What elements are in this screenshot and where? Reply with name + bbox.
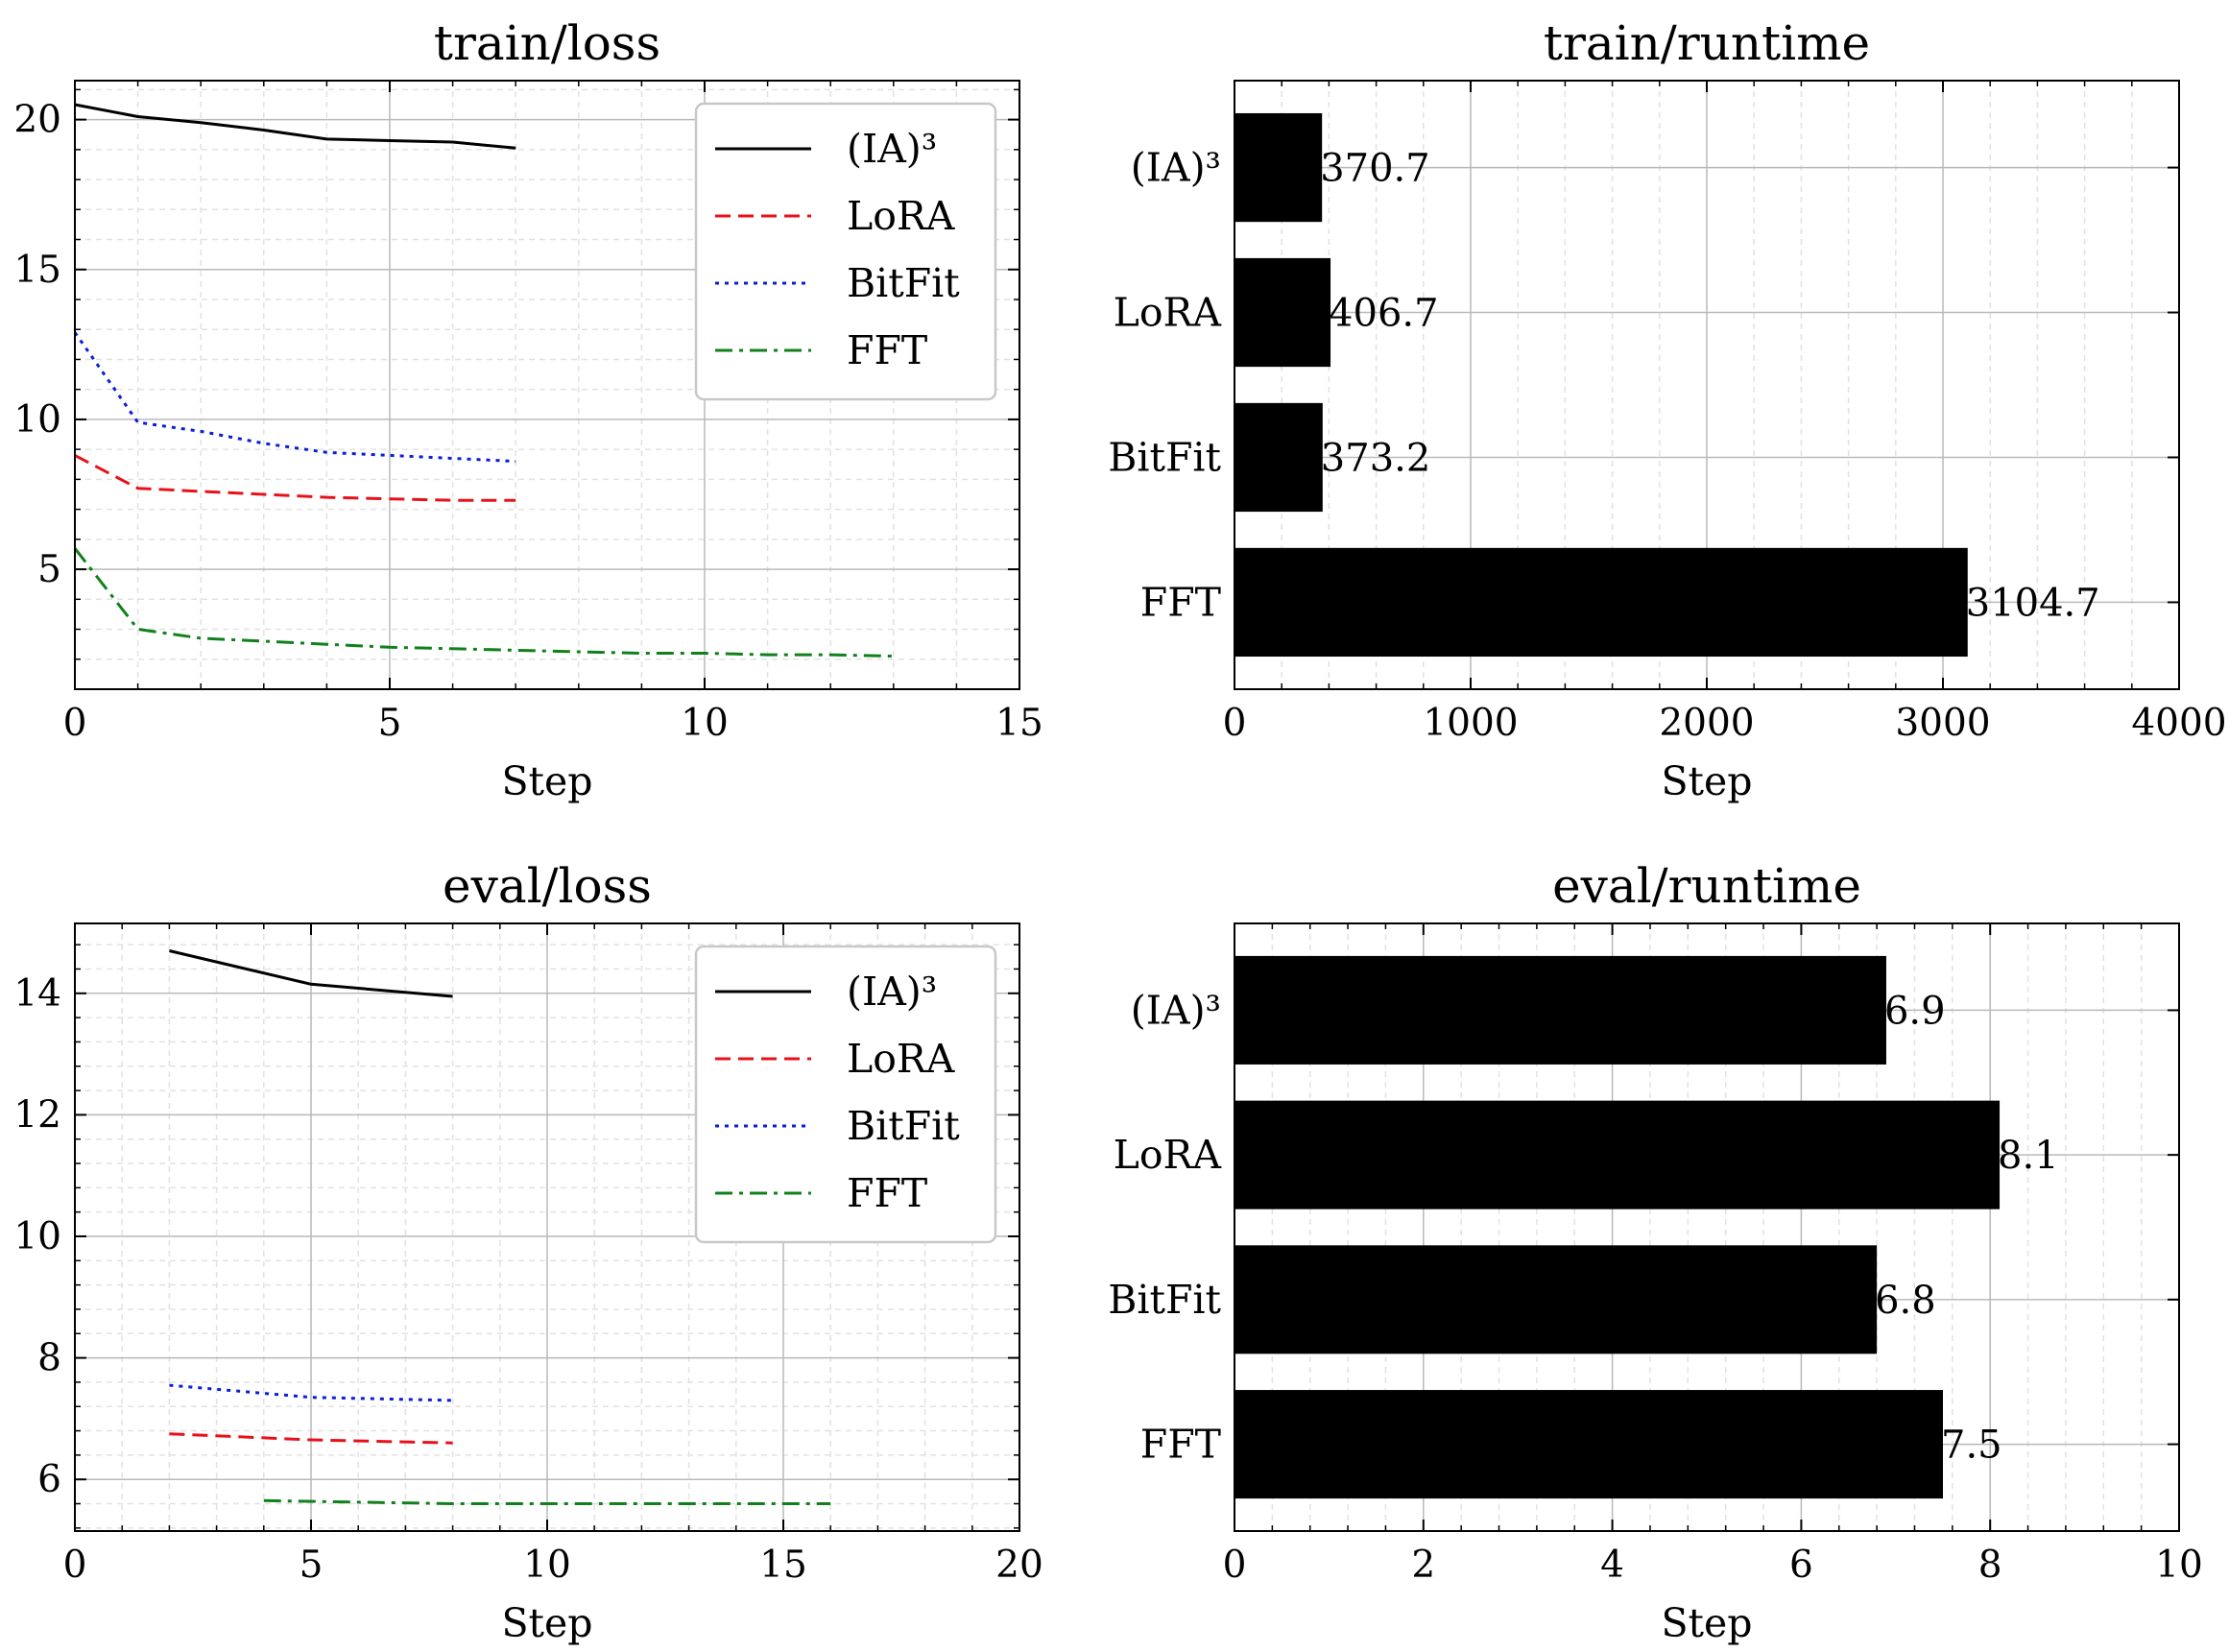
x-tick-label: 3000: [1895, 702, 1990, 745]
x-tick-label: 2: [1411, 1544, 1435, 1587]
y-tick-label: 8: [37, 1337, 61, 1380]
x-tick-label: 15: [759, 1544, 807, 1587]
y-category-label: FFT: [1140, 1422, 1221, 1468]
y-category-label: FFT: [1140, 579, 1221, 625]
series-line-fft: [73, 547, 894, 658]
y-category-label: BitFit: [1108, 434, 1221, 480]
bar-value-label: 7.5: [1941, 1424, 2002, 1468]
series-line-bitfit: [73, 331, 516, 464]
x-tick-label: 15: [995, 702, 1043, 745]
y-tick-label: 5: [37, 548, 61, 591]
series-line-fft: [263, 1498, 831, 1505]
x-axis-label: Step: [501, 758, 592, 804]
x-tick-label: 5: [378, 702, 402, 745]
x-tick-label: 6: [1789, 1544, 1813, 1587]
series-line-ia: [169, 949, 453, 998]
y-tick-label: 15: [13, 249, 61, 292]
bar-value-label: 373.2: [1321, 436, 1431, 480]
panel-train_loss: 0 5 10 15 5 10 15 20 train/loss Step (IA)³ LoRA BitF…: [13, 15, 1043, 804]
x-tick-label: 10: [681, 702, 729, 745]
y-category-label: BitFit: [1108, 1277, 1221, 1323]
x-tick-label: 0: [1223, 702, 1247, 745]
x-axis-label: Step: [501, 1600, 592, 1646]
bar-value-label: 6.8: [1875, 1279, 1936, 1323]
bar-ia: [1234, 955, 1886, 1065]
legend-entry: FFT: [847, 327, 927, 373]
plot-frame: [1234, 922, 2180, 1532]
bar-fft: [1234, 1390, 1943, 1499]
x-tick-label: 10: [2155, 1544, 2203, 1587]
x-axis-label: Step: [1661, 758, 1752, 804]
y-tick-label: 6: [37, 1458, 61, 1501]
legend-entry: LoRA: [847, 1036, 956, 1082]
x-tick-label: 20: [995, 1544, 1043, 1587]
bar-value-label: 8.1: [1998, 1134, 2059, 1178]
series-line-lora: [169, 1432, 453, 1445]
chart-title: eval/loss: [443, 858, 652, 914]
x-tick-label: 2000: [1659, 702, 1754, 745]
bar-ia: [1234, 112, 1323, 223]
x-tick-label: 5: [300, 1544, 324, 1587]
bar-value-label: 3104.7: [1966, 581, 2100, 625]
bar-lora: [1234, 1100, 2001, 1209]
x-tick-label: 0: [1223, 1544, 1247, 1587]
legend-entry: (IA)³: [847, 969, 937, 1015]
x-tick-label: 4000: [2131, 702, 2226, 745]
y-category-label: (IA)³: [1131, 145, 1221, 191]
bar-lora: [1234, 257, 1331, 368]
series-line-lora: [74, 454, 516, 502]
legend-entry: LoRA: [847, 193, 956, 239]
legend-entry: BitFit: [847, 1103, 960, 1149]
y-tick-label: 12: [13, 1093, 61, 1137]
chart-title: train/loss: [434, 15, 660, 71]
x-tick-label: 10: [523, 1544, 571, 1587]
legend-entry: FFT: [847, 1170, 927, 1216]
plot-frame: [74, 80, 1020, 690]
panel-eval_loss: 0 5 10 15 20 6 8 10 12 14 eval/loss Step (IA)³ LoRA Bi…: [13, 858, 1043, 1646]
bar-value-label: 6.9: [1884, 989, 1946, 1033]
x-tick-label: 0: [63, 1544, 87, 1587]
x-tick-label: 4: [1600, 1544, 1624, 1587]
bar-value-label: 370.7: [1320, 147, 1430, 191]
y-tick-label: 20: [13, 99, 61, 142]
x-tick-label: 0: [63, 702, 87, 745]
x-tick-label: 8: [1978, 1544, 2002, 1587]
chart-title: train/runtime: [1544, 15, 1870, 71]
y-tick-label: 10: [13, 398, 61, 442]
chart-title: eval/runtime: [1552, 858, 1861, 914]
bar-bitfit: [1234, 402, 1323, 513]
y-category-label: LoRA: [1114, 1132, 1223, 1178]
series-line-ia: [74, 103, 516, 150]
x-tick-label: 1000: [1423, 702, 1518, 745]
legend-box: [694, 945, 997, 1244]
y-tick-label: 10: [13, 1215, 61, 1258]
panel-train_runtime: 370.7 (IA)³ 406.7 LoRA 373.2 BitFit 3104.7 FFT 0…: [1108, 15, 2226, 804]
legend-entry: (IA)³: [847, 126, 937, 172]
x-axis-label: Step: [1661, 1600, 1752, 1646]
bar-fft: [1234, 547, 1968, 658]
y-category-label: (IA)³: [1131, 987, 1221, 1033]
legend-box: [694, 102, 997, 401]
legend-entry: BitFit: [847, 260, 960, 306]
panel-eval_runtime: 6.9 (IA)³ 8.1 LoRA 6.8 BitFit 7.5 FFT 0 2 4 6 8 10 eva…: [1108, 858, 2203, 1646]
y-tick-label: 14: [13, 972, 61, 1016]
y-category-label: LoRA: [1114, 290, 1223, 336]
bar-value-label: 406.7: [1329, 292, 1439, 336]
bar-bitfit: [1234, 1245, 1878, 1354]
